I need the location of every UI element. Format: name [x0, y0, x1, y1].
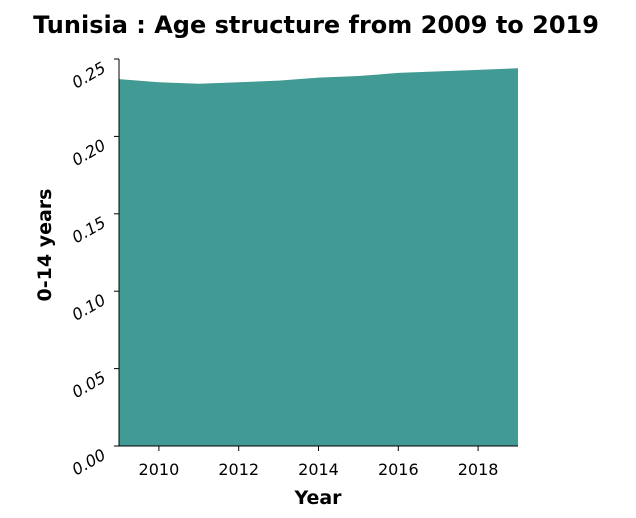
y-tick-label: 0.15 — [69, 213, 109, 247]
plot-area — [119, 68, 518, 447]
x-tick-label: 2018 — [458, 460, 499, 479]
y-tick-label: 0.05 — [69, 368, 109, 402]
area-series-0 — [119, 68, 518, 447]
y-tick-label: 0.10 — [69, 290, 109, 324]
x-tick-label: 2016 — [378, 460, 419, 479]
y-axis-label: 0-14 years — [34, 189, 56, 302]
y-tick-label: 0.20 — [69, 135, 109, 169]
x-tick-label: 2012 — [218, 460, 259, 479]
y-tick-label: 0.25 — [69, 58, 109, 92]
y-axis-ticks: 0.00 0.05 0.10 0.15 0.20 0.25 — [69, 58, 119, 479]
x-axis-ticks: 2010 2012 2014 2016 2018 — [139, 446, 499, 479]
x-tick-label: 2014 — [298, 460, 339, 479]
chart-title: Tunisia : Age structure from 2009 to 201… — [33, 11, 599, 39]
x-axis-label: Year — [293, 487, 342, 509]
y-tick-label: 0.00 — [69, 445, 109, 479]
x-tick-label: 2010 — [139, 460, 180, 479]
